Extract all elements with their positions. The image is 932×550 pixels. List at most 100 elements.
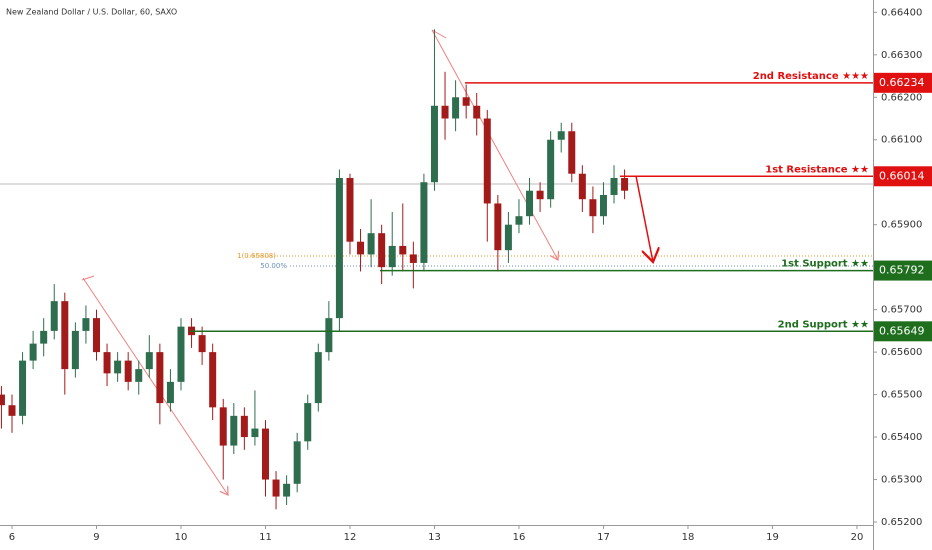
plot	[0, 29, 629, 510]
candle-body	[568, 131, 576, 174]
candle-body	[378, 233, 386, 268]
candle-body	[114, 360, 122, 374]
x-tick-label: 13	[428, 532, 441, 543]
candle-body	[261, 428, 269, 480]
candle-body	[219, 407, 227, 446]
x-tick-label: 19	[766, 532, 779, 543]
candle-body	[293, 441, 301, 484]
candle-body	[19, 360, 27, 416]
candle-body	[92, 318, 100, 353]
candle-body	[156, 352, 164, 404]
chart-title: New Zealand Dollar / U.S. Dollar, 60, SA…	[6, 8, 177, 17]
candle-body	[166, 381, 174, 404]
x-tick-label: 12	[344, 532, 357, 543]
candle-body	[610, 177, 618, 195]
level-label: 1st Resistance ★★	[765, 164, 869, 175]
candle-body	[430, 105, 438, 183]
candle-body	[251, 428, 259, 438]
candle-body	[335, 177, 343, 319]
candle-body	[578, 173, 586, 200]
fib-label: 50.00%	[260, 262, 287, 270]
candle-body	[230, 415, 238, 446]
x-tick-label: 6	[9, 532, 15, 543]
level-label: 1st Support ★★	[781, 259, 869, 270]
candle-body	[304, 403, 312, 442]
x-tick-label: 9	[93, 532, 99, 543]
candle-body	[388, 245, 396, 268]
level-label: 2nd Support ★★	[778, 319, 869, 330]
candle-body	[71, 330, 79, 370]
candle-body	[8, 405, 16, 416]
price-badge	[874, 166, 932, 187]
candle-body	[135, 369, 143, 382]
candle-body	[145, 352, 153, 370]
y-tick-label: 0.65600	[881, 347, 922, 358]
candle-body	[272, 479, 280, 497]
level-label: 2nd Resistance ★★★	[753, 71, 869, 82]
candle-body	[177, 326, 185, 382]
candle-body	[599, 194, 607, 217]
candle-body	[50, 301, 58, 331]
y-tick-label: 0.65400	[881, 432, 922, 443]
candle-body	[198, 335, 206, 353]
candle-body	[314, 352, 322, 404]
candle-body	[547, 139, 555, 200]
candle-body	[40, 330, 48, 344]
candle-body	[536, 190, 544, 200]
price-badge-label: 0.66234	[879, 76, 925, 89]
candle-body	[494, 203, 502, 251]
x-tick-label: 11	[259, 532, 272, 543]
fib-label: 1(0.65808)	[237, 252, 276, 260]
candle-body	[240, 415, 248, 438]
candle-body	[504, 224, 512, 251]
candle-body	[61, 301, 69, 370]
y-tick-label: 0.66300	[881, 50, 922, 61]
forecast-arrow	[635, 175, 653, 262]
candle-body	[82, 318, 90, 331]
price-badge-label: 0.65792	[879, 264, 925, 277]
candle-body	[473, 105, 481, 119]
trend-arrow	[81, 275, 95, 281]
candle-body	[441, 105, 449, 119]
candle-body	[621, 177, 629, 191]
y-tick-label: 0.65900	[881, 220, 922, 231]
candle-body	[452, 97, 460, 119]
x-tick-label: 16	[513, 532, 526, 543]
candle-body	[399, 245, 407, 255]
x-tick-label: 10	[175, 532, 188, 543]
candle-body	[515, 216, 523, 225]
candle-body	[325, 318, 333, 353]
x-tick-label: 18	[682, 532, 695, 543]
y-tick-label: 0.65500	[881, 390, 922, 401]
y-tick-label: 0.66400	[881, 7, 922, 18]
candle-body	[0, 394, 5, 406]
y-tick-label: 0.65200	[881, 517, 922, 528]
candle-body	[462, 97, 470, 106]
candle-body	[367, 233, 375, 255]
price-badge	[874, 72, 932, 93]
candle-body	[357, 241, 365, 255]
candle-body	[483, 118, 491, 204]
candle-body	[526, 190, 534, 217]
candle-body	[589, 199, 597, 217]
candle-body	[420, 182, 428, 263]
y-tick-label: 0.65300	[881, 475, 922, 486]
x-tick-label: 20	[851, 532, 864, 543]
candle-body	[346, 177, 354, 242]
candle-body	[209, 352, 217, 408]
y-tick-label: 0.65700	[881, 305, 922, 316]
candle-body	[283, 483, 291, 497]
x-tick-label: 17	[597, 532, 610, 543]
candle-body	[103, 352, 111, 374]
candle-body	[124, 360, 132, 382]
price-badge	[874, 321, 932, 342]
candle-body	[557, 131, 565, 140]
candle-body	[409, 254, 417, 263]
trend-arrow	[82, 277, 228, 495]
price-badge-label: 0.65649	[879, 324, 925, 337]
trend-arrow	[431, 29, 558, 260]
price-badge	[874, 260, 932, 281]
price-badge-label: 0.66014	[879, 169, 925, 182]
y-tick-label: 0.66200	[881, 92, 922, 103]
